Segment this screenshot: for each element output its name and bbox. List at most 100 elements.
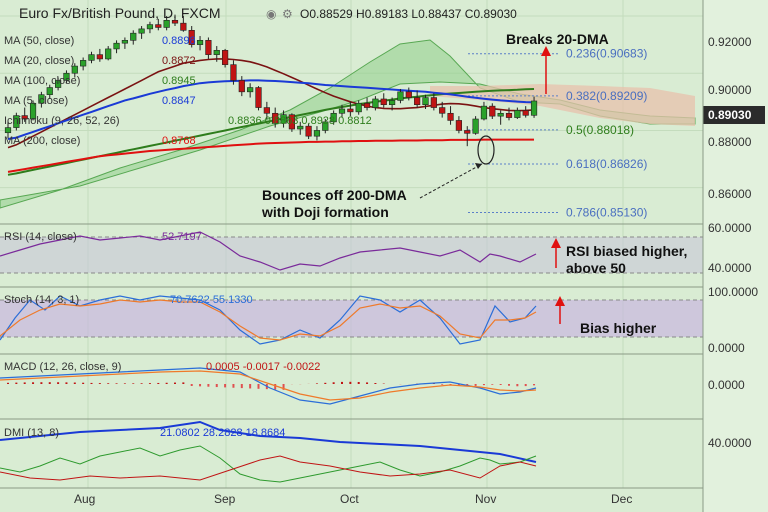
candle-body bbox=[163, 20, 170, 28]
rsi-tick-label: 40.0000 bbox=[708, 261, 752, 275]
rsi-label: RSI (14, close) bbox=[4, 231, 77, 243]
ichimoku-cloud-upper bbox=[430, 84, 695, 126]
candle-body bbox=[313, 130, 321, 137]
macd-bar bbox=[48, 382, 51, 384]
macd-bar bbox=[249, 384, 252, 389]
stoch-label: Stoch (14, 3, 1) bbox=[4, 294, 79, 306]
macd-values: 0.0005 -0.0017 -0.0022 bbox=[206, 361, 320, 373]
candle-body bbox=[472, 118, 479, 134]
doji-circle bbox=[477, 135, 495, 165]
stoch-d-line bbox=[0, 299, 537, 341]
macd-bar bbox=[132, 383, 135, 384]
macd-bar bbox=[508, 384, 510, 386]
candle-body bbox=[222, 50, 229, 65]
macd-bar bbox=[65, 382, 68, 384]
y-tick-label: 0.88000 bbox=[708, 135, 752, 149]
price-axis: 0.92000 0.90000 0.88000 0.86000 bbox=[708, 35, 752, 201]
macd-bar bbox=[40, 382, 43, 384]
price-axis-bg bbox=[703, 0, 768, 512]
candle-body bbox=[447, 112, 454, 121]
macd-signal-line bbox=[0, 370, 537, 401]
ohlc-readout: O0.88529 H0.89183 L0.88437 C0.89030 bbox=[300, 7, 517, 21]
fib-label: 0.786(0.85130) bbox=[566, 206, 647, 220]
ma200-line bbox=[7, 138, 534, 173]
candle-body bbox=[88, 54, 95, 61]
candle-body bbox=[171, 20, 179, 24]
candle-body bbox=[288, 114, 296, 130]
macd-bar bbox=[499, 384, 502, 385]
candle-body bbox=[38, 94, 45, 104]
stoch-annotation: Bias higher bbox=[580, 320, 657, 336]
candle-body bbox=[13, 115, 20, 128]
bounce-annotation-line1: Bounces off 200-DMA bbox=[262, 187, 407, 203]
macd-bar bbox=[533, 384, 536, 386]
indicator-legend: MA (50, close) 0.8898 MA (20, close) 0.8872… bbox=[4, 35, 372, 147]
candle-body bbox=[305, 125, 312, 137]
macd-bar bbox=[174, 382, 176, 384]
candle-body bbox=[230, 64, 237, 81]
candle-body bbox=[29, 102, 37, 120]
macd-bar bbox=[374, 383, 377, 384]
candle-body bbox=[180, 22, 187, 31]
candle-body bbox=[505, 112, 513, 118]
macd-bar bbox=[491, 384, 494, 385]
candle-body bbox=[530, 100, 538, 116]
candle-body bbox=[455, 120, 463, 131]
candle-body bbox=[347, 108, 354, 113]
macd-bar bbox=[107, 383, 110, 384]
macd-bar bbox=[123, 383, 126, 384]
macd-bar bbox=[57, 382, 60, 384]
indicator-value: 0.8898 bbox=[162, 35, 196, 47]
stoch-tick-label: 0.0000 bbox=[708, 341, 745, 355]
macd-bar bbox=[332, 382, 335, 384]
macd-bar bbox=[324, 382, 327, 384]
eye-icon[interactable]: ◉ bbox=[266, 7, 276, 21]
macd-bar bbox=[474, 384, 477, 386]
indicator-label: MA (20, close) bbox=[4, 55, 74, 67]
candle-body bbox=[338, 108, 346, 114]
rsi-value: 52.7197 bbox=[162, 231, 202, 243]
candle-body bbox=[422, 97, 429, 106]
macd-bar bbox=[190, 384, 193, 386]
candle-body bbox=[247, 87, 254, 93]
indicator-value: 0.8847 bbox=[162, 95, 196, 107]
y-tick-label: 0.92000 bbox=[708, 35, 752, 49]
macd-bar bbox=[199, 384, 202, 387]
rsi-line bbox=[0, 231, 537, 271]
indicator-value: 0.8836 0.8863 0.8928 0.8812 bbox=[228, 115, 372, 127]
fib-label: 0.382(0.89209) bbox=[566, 89, 647, 103]
macd-bar bbox=[23, 382, 26, 384]
candle-body bbox=[96, 54, 103, 60]
macd-bar bbox=[15, 382, 18, 384]
candle-body bbox=[397, 91, 404, 101]
candle-body bbox=[297, 125, 304, 130]
candle-body bbox=[63, 72, 70, 81]
bounce-annotation-line2: with Doji formation bbox=[261, 204, 389, 220]
macd-bar bbox=[257, 384, 260, 389]
indicator-axis: 60.0000 40.0000 100.0000 0.0000 0.0000 4… bbox=[708, 221, 758, 450]
rsi-tick-label: 60.0000 bbox=[708, 221, 752, 235]
candle-body bbox=[489, 105, 496, 117]
candle-body bbox=[439, 107, 446, 114]
doji-arrowhead bbox=[475, 163, 482, 169]
candle-body bbox=[21, 115, 28, 120]
dmi-minus-line bbox=[0, 455, 537, 481]
candle-body bbox=[238, 80, 245, 93]
macd-bar bbox=[240, 384, 243, 389]
candle-body bbox=[146, 24, 154, 30]
fib-label: 0.236(0.90683) bbox=[566, 47, 647, 61]
candle-body bbox=[255, 87, 262, 108]
indicator-label: Ichimoku (9, 26, 52, 26) bbox=[4, 115, 120, 127]
settings-icon[interactable]: ⚙ bbox=[282, 7, 293, 21]
macd-bar bbox=[207, 384, 210, 387]
candle-body bbox=[414, 97, 421, 106]
candle-body bbox=[380, 98, 387, 106]
macd-line bbox=[0, 367, 537, 405]
candle-body bbox=[113, 42, 120, 50]
candle-body bbox=[121, 40, 128, 44]
macd-bar bbox=[165, 382, 168, 384]
rsi-arrowhead bbox=[551, 238, 561, 248]
indicator-label: MA (200, close) bbox=[4, 135, 80, 147]
macd-bar bbox=[148, 383, 151, 384]
candle-body bbox=[4, 127, 12, 134]
